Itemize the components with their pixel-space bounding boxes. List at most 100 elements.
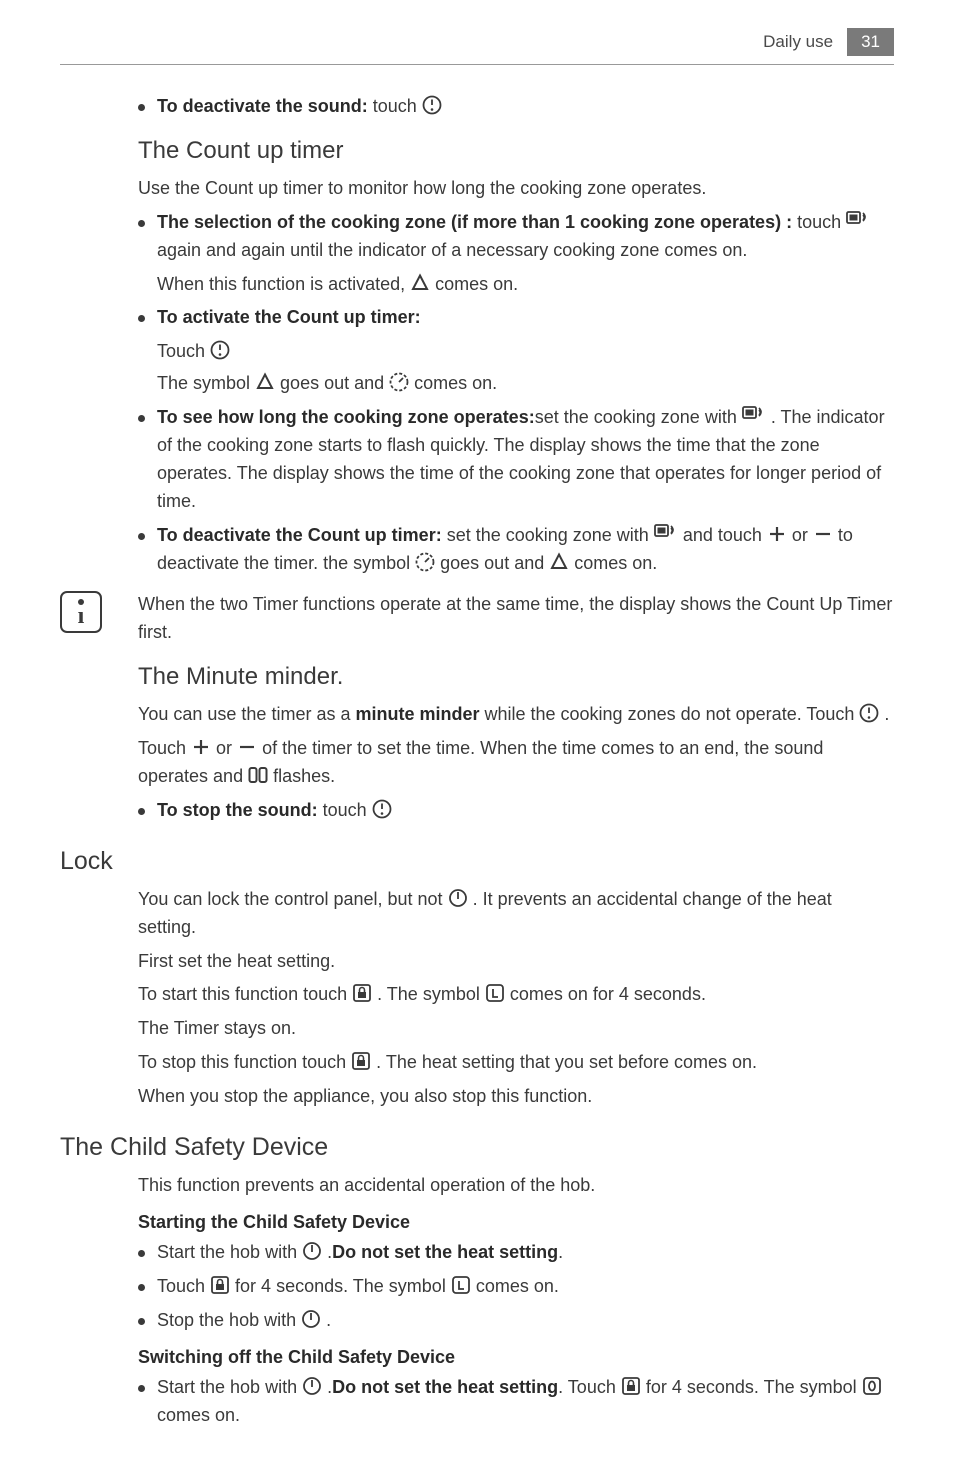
paragraph: The Timer stays on. (138, 1015, 894, 1043)
info-callout: ı When the two Timer functions operate a… (60, 591, 894, 647)
text: . The heat setting that you set before c… (371, 1052, 757, 1072)
zone-selector-icon (654, 523, 678, 545)
text: Touch (157, 341, 210, 361)
text: Do not set the heat setting (332, 1377, 558, 1397)
paragraph: To start this function touch . The symbo… (138, 981, 894, 1009)
text: comes on. (157, 1405, 240, 1425)
bullet-item: Start the hob with .Do not set the heat … (138, 1374, 894, 1430)
bullet-dot (138, 1318, 145, 1325)
text: again and again until the indicator of a… (157, 240, 747, 260)
text: . (879, 704, 889, 724)
sub-paragraph: Touch (157, 338, 894, 366)
text: or (211, 738, 237, 758)
bullet-zone-selection: The selection of the cooking zone (if mo… (138, 209, 894, 265)
l-box-icon (451, 1275, 471, 1295)
power-icon (448, 888, 468, 908)
page-header: Daily use 31 (60, 28, 894, 56)
text: . Touch (558, 1377, 621, 1397)
paragraph: You can lock the control panel, but not … (138, 886, 894, 942)
text: flashes. (268, 766, 335, 786)
header-rule (60, 64, 894, 65)
digits-00-icon (248, 765, 268, 785)
text: To deactivate the sound: (157, 96, 368, 116)
zero-box-icon (862, 1376, 882, 1396)
minus-icon (237, 737, 257, 757)
minus-icon (813, 524, 833, 544)
triangle-icon (255, 372, 275, 392)
text: . (322, 1242, 332, 1262)
text: set the cooking zone with (442, 525, 654, 545)
plus-icon (191, 737, 211, 757)
heading-lock: Lock (60, 847, 894, 876)
text: Touch (138, 738, 191, 758)
heading-count-up-timer: The Count up timer (138, 137, 894, 165)
paragraph: This function prevents an accidental ope… (138, 1172, 894, 1200)
heading-child-safety: The Child Safety Device (60, 1133, 894, 1162)
power-icon (301, 1309, 321, 1329)
running-clock-icon (389, 372, 409, 392)
bullet-item: Stop the hob with . (138, 1307, 894, 1335)
text: goes out and (435, 553, 549, 573)
text: and touch (678, 525, 767, 545)
sub-paragraph: When this function is activated, comes o… (157, 271, 894, 299)
paragraph: You can use the timer as a minute minder… (138, 701, 894, 729)
bullet-see-duration: To see how long the cooking zone operate… (138, 404, 894, 516)
triangle-icon (549, 552, 569, 572)
clock-icon (422, 95, 442, 115)
bullet-dot (138, 315, 145, 322)
clock-icon (210, 340, 230, 360)
bullet-stop-sound: To stop the sound: touch (138, 797, 894, 825)
info-icon: ı (60, 591, 102, 633)
paragraph: When you stop the appliance, you also st… (138, 1083, 894, 1111)
zone-selector-icon (742, 405, 766, 427)
bullet-dot (138, 104, 145, 111)
bullet-dot (138, 415, 145, 422)
paragraph: Use the Count up timer to monitor how lo… (138, 175, 894, 203)
text: for 4 seconds. The symbol (641, 1377, 862, 1397)
subheading-switch-off-child-safety: Switching off the Child Safety Device (138, 1347, 894, 1368)
page-content: To deactivate the sound: touch The Count… (60, 93, 894, 1429)
text: You can lock the control panel, but not (138, 889, 448, 909)
bullet-dot (138, 533, 145, 540)
bullet-deactivate-countup: To deactivate the Count up timer: set th… (138, 522, 894, 578)
text: . The symbol (372, 984, 485, 1004)
text: You can use the timer as a (138, 704, 355, 724)
triangle-icon (410, 273, 430, 293)
text: touch (792, 212, 846, 232)
bullet-item: Start the hob with .Do not set the heat … (138, 1239, 894, 1267)
text: while the cooking zones do not operate. … (479, 704, 859, 724)
lock-key-icon (210, 1275, 230, 1295)
clock-icon (859, 703, 879, 723)
text: Start the hob with (157, 1377, 302, 1397)
text: goes out and (275, 373, 389, 393)
text: comes on. (430, 274, 518, 294)
text: Do not set the heat setting (332, 1242, 558, 1262)
paragraph: To stop this function touch . The heat s… (138, 1049, 894, 1077)
sub-paragraph: The symbol goes out and comes on. (157, 370, 894, 398)
zone-selector-icon (846, 210, 870, 232)
text: To activate the Count up timer: (157, 307, 421, 327)
text: or (787, 525, 813, 545)
text: To deactivate the Count up timer: (157, 525, 442, 545)
power-icon (302, 1241, 322, 1261)
text: To stop this function touch (138, 1052, 351, 1072)
bullet-dot (138, 1250, 145, 1257)
text: comes on. (471, 1276, 559, 1296)
lock-key-icon (621, 1376, 641, 1396)
plus-icon (767, 524, 787, 544)
paragraph: Touch or of the timer to set the time. W… (138, 735, 894, 791)
text: . (322, 1377, 332, 1397)
text: . (321, 1310, 331, 1330)
lock-key-icon (352, 983, 372, 1003)
text: When this function is activated, (157, 274, 410, 294)
bullet-dot (138, 220, 145, 227)
text: comes on. (409, 373, 497, 393)
bullet-item: Touch for 4 seconds. The symbol comes on… (138, 1273, 894, 1301)
clock-icon (372, 799, 392, 819)
text: Stop the hob with (157, 1310, 301, 1330)
manual-page: Daily use 31 To deactivate the sound: to… (0, 0, 954, 1469)
subheading-start-child-safety: Starting the Child Safety Device (138, 1212, 894, 1233)
text: comes on for 4 seconds. (505, 984, 706, 1004)
text: To see how long the cooking zone operate… (157, 407, 535, 427)
text: The selection of the cooking zone (if mo… (157, 212, 792, 232)
